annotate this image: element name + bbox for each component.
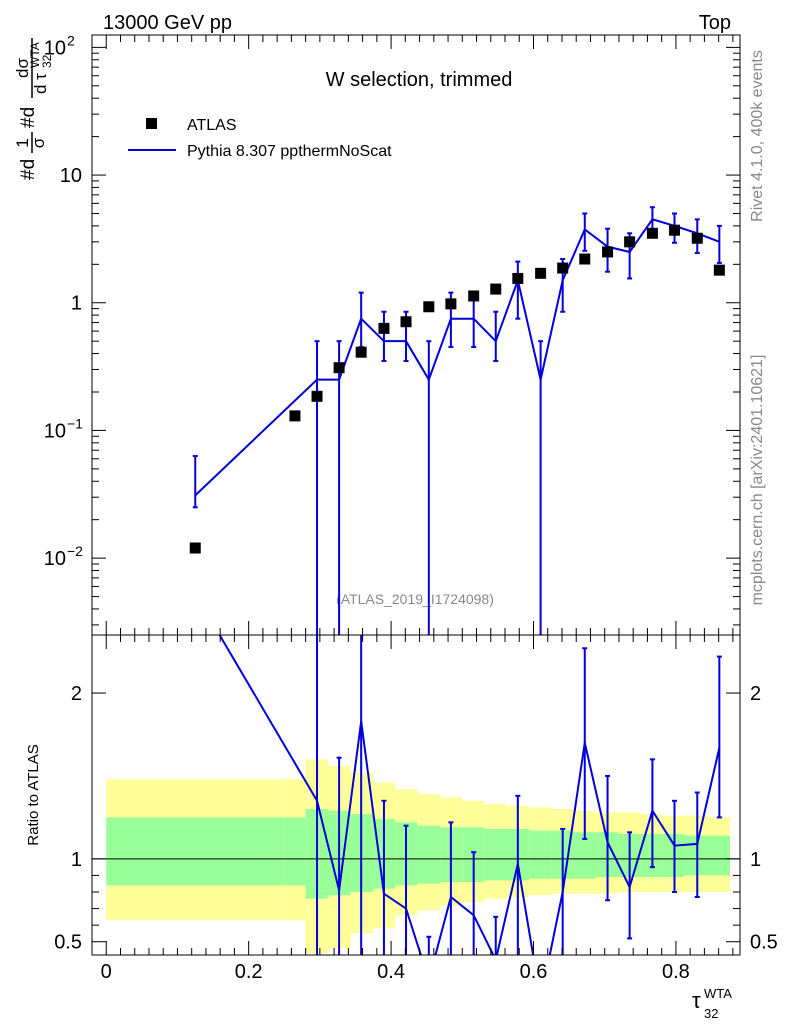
xtick-label-4: 0.8	[662, 961, 690, 983]
ratio-ytick-label-right-1: 1	[750, 849, 761, 871]
main-ytick-exp-0: 2	[67, 32, 75, 48]
atlas-point-20	[713, 264, 725, 276]
atlas-point-4	[355, 346, 367, 358]
atlas-point-14	[579, 253, 591, 265]
ylabel-h: WTA	[28, 42, 42, 68]
atlas-point-8	[445, 298, 457, 310]
xlabel-sub: 32	[704, 1006, 718, 1021]
atlas-point-7	[423, 301, 435, 313]
atlas-point-12	[535, 267, 547, 279]
atlas-point-5	[378, 322, 390, 334]
band-inner-0	[106, 817, 285, 886]
band-inner-19	[684, 835, 708, 876]
header-right: Top	[699, 12, 731, 34]
ratio-series-line	[218, 635, 721, 955]
ylabel-c: σ	[29, 137, 48, 148]
atlas-point-15	[602, 246, 614, 258]
band-inner-7	[417, 825, 441, 884]
atlas-point-0	[189, 542, 201, 554]
ylabel-g: 32	[40, 54, 54, 68]
ratio-y-axis-label: Ratio to ATLAS	[25, 744, 42, 845]
ylabel-f: d τ	[31, 73, 50, 94]
xtick-label-0: 0	[101, 961, 112, 983]
atlas-point-19	[691, 232, 703, 244]
atlas-point-16	[624, 236, 636, 248]
legend-label-atlas: ATLAS	[187, 117, 237, 134]
xtick-label-2: 0.4	[377, 961, 405, 983]
legend-label-pythia: Pythia 8.307 ppthermNoScat	[187, 143, 392, 160]
atlas-point-11	[512, 272, 524, 284]
legend: ATLAS Pythia 8.307 ppthermNoScat	[128, 117, 392, 160]
main-plot-marks	[189, 206, 725, 635]
header-left: 13000 GeV pp	[103, 12, 232, 34]
ylabel-a: #d	[18, 159, 39, 180]
ratio-ytick-label-right-2: 0.5	[750, 932, 778, 954]
main-ytick-base-0: 10	[44, 37, 66, 59]
band-inner-18	[662, 833, 685, 878]
main-ytick-label-4: 10	[44, 548, 66, 570]
band-inner-1	[284, 817, 306, 886]
main-ytick-label-3: 10	[44, 420, 66, 442]
atlas-point-9	[468, 290, 480, 302]
ratio-panel-frame	[91, 634, 741, 956]
side-text-top: Rivet 4.1.0, 400k events	[749, 50, 766, 222]
plot-title: W selection, trimmed	[326, 69, 513, 91]
main-ytick-base-3: 10	[44, 420, 66, 442]
xlabel-sup: WTA	[704, 986, 732, 1001]
xtick-label-3: 0.6	[520, 961, 548, 983]
legend-marker-atlas	[146, 118, 157, 129]
main-ytick-label-2: 1	[71, 293, 82, 315]
atlas-point-17	[646, 227, 658, 239]
band-inner-12	[529, 830, 552, 879]
main-ytick-exp-4: −2	[67, 543, 83, 559]
atlas-point-10	[490, 283, 502, 295]
analysis-watermark: (ATLAS_2019_I1724098)	[336, 591, 494, 607]
ratio-ytick-label-left-2: 0.5	[54, 932, 82, 954]
band-inner-17	[640, 833, 663, 878]
x-axis-label: τ 32 WTA	[692, 986, 732, 1021]
band-inner-20	[707, 835, 731, 876]
band-inner-10	[484, 828, 507, 881]
ratio-ytick-label-right-0: 2	[750, 683, 761, 705]
atlas-point-1	[289, 410, 301, 422]
ratio-ytick-label-left-1: 1	[71, 849, 82, 871]
atlas-point-2	[311, 390, 323, 402]
atlas-point-3	[333, 362, 345, 374]
xtick-label-1: 0.2	[235, 961, 263, 983]
main-ytick-label-1: 10	[60, 165, 82, 187]
ratio-plot-marks	[218, 635, 722, 955]
ratio-uncertainty-bands	[106, 759, 731, 954]
side-text-bottom: mcplots.cern.ch [arXiv:2401.10621]	[749, 355, 766, 606]
atlas-point-6	[400, 316, 412, 328]
atlas-point-18	[668, 224, 680, 236]
ylabel-d: #d	[18, 107, 39, 128]
main-ytick-label-0: 10	[44, 37, 66, 59]
ylabel-b: 1	[13, 138, 32, 147]
ylabel-e: dσ	[13, 58, 32, 78]
atlas-point-13	[557, 262, 569, 274]
mc-series-line	[194, 218, 720, 497]
xlabel-main: τ	[692, 988, 701, 1013]
main-ytick-exp-3: −1	[67, 415, 83, 431]
main-ytick-base-4: 10	[44, 548, 66, 570]
ratio-ytick-label-left-0: 2	[71, 683, 82, 705]
band-inner-14	[573, 832, 596, 879]
main-y-axis-label: #d 1 σ #d dσ d τ 32 WTA	[13, 38, 54, 180]
